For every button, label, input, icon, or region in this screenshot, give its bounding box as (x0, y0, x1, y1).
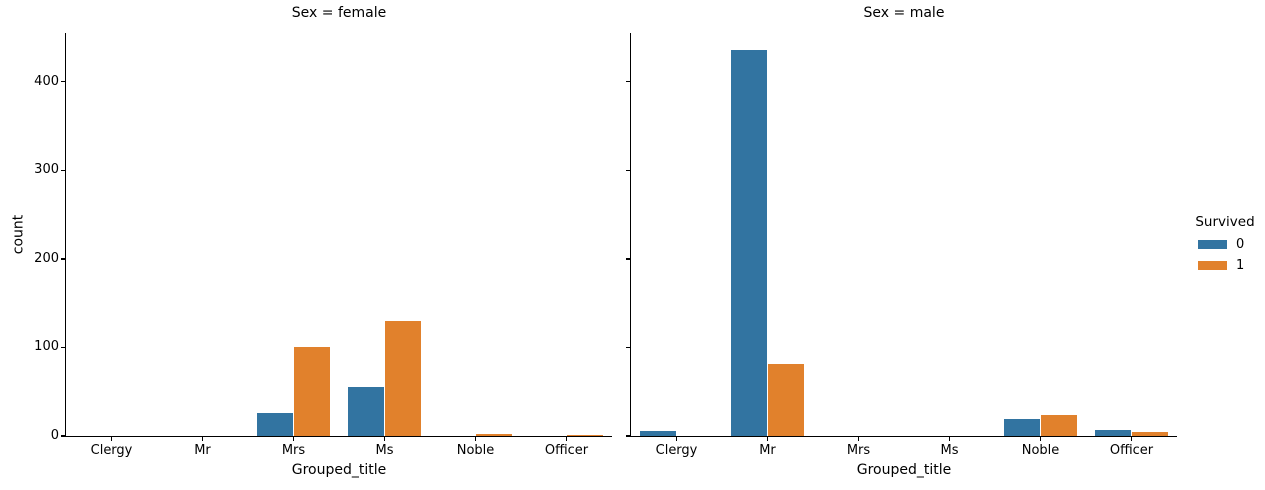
x-tick-mark (857, 437, 860, 442)
facet-title-sex-female: Sex = female (291, 5, 387, 21)
x-axis-spine (629, 436, 1177, 438)
x-tick-label: Noble (456, 443, 495, 458)
bar-sex-male-noble-survived-1 (1040, 414, 1077, 436)
bar-sex-male-mr-survived-0 (731, 49, 768, 436)
x-tick-label: Noble (1021, 443, 1060, 458)
x-tick-label: Mr (759, 443, 776, 458)
x-tick-label: Officer (544, 443, 589, 458)
bar-sex-male-clergy-survived-0 (640, 430, 677, 436)
y-tick-mark (625, 81, 630, 83)
x-tick-mark (948, 437, 951, 442)
legend-entry-survived-0: 0 (1190, 234, 1260, 255)
x-tick-mark (474, 437, 477, 442)
x-tick-label: Clergy (90, 443, 133, 458)
x-tick-mark (675, 437, 678, 442)
y-tick-mark (60, 81, 65, 83)
y-tick-label: 100 (34, 339, 59, 355)
y-tick-mark (625, 169, 630, 171)
bar-sex-female-noble-survived-1 (475, 434, 512, 436)
x-tick-mark (1130, 437, 1133, 442)
x-axis-label: Grouped_title (856, 462, 952, 478)
bar-sex-female-ms-survived-1 (384, 320, 421, 436)
bar-sex-male-officer-survived-1 (1131, 432, 1168, 436)
y-axis-spine (629, 33, 631, 438)
x-tick-mark (201, 437, 204, 442)
x-tick-mark (383, 437, 386, 442)
x-tick-label: Mrs (846, 443, 871, 458)
y-tick-mark (60, 258, 65, 260)
bar-sex-male-noble-survived-0 (1004, 419, 1041, 436)
x-tick-label: Ms (940, 443, 959, 458)
y-tick-label: 200 (34, 250, 59, 266)
legend-title: Survived (1195, 214, 1255, 230)
x-tick-label: Ms (375, 443, 394, 458)
y-tick-label: 0 (50, 428, 59, 443)
x-tick-label: Officer (1109, 443, 1154, 458)
x-tick-mark (292, 437, 295, 442)
x-tick-mark (110, 437, 113, 442)
x-axis-spine (64, 436, 612, 438)
legend-swatch-survived-1-icon (1198, 261, 1227, 270)
x-tick-mark (1039, 437, 1042, 442)
legend-entry-label: 1 (1236, 258, 1245, 273)
y-tick-mark (60, 346, 65, 349)
x-tick-label: Mrs (281, 443, 306, 458)
y-tick-mark (625, 346, 630, 349)
bar-sex-female-ms-survived-0 (348, 387, 385, 436)
x-tick-mark (766, 437, 769, 442)
y-tick-mark (625, 435, 630, 437)
bar-sex-male-mr-survived-1 (767, 364, 804, 436)
y-tick-mark (625, 258, 630, 260)
bar-sex-male-officer-survived-0 (1095, 429, 1132, 436)
bar-sex-female-mrs-survived-1 (293, 347, 330, 436)
bar-sex-female-mrs-survived-0 (257, 412, 294, 436)
legend-entry-survived-1: 1 (1190, 255, 1260, 276)
x-tick-mark (565, 437, 568, 442)
x-tick-label: Mr (194, 443, 211, 458)
y-tick-mark (60, 169, 65, 171)
y-axis-spine (64, 33, 66, 438)
bar-sex-female-officer-survived-1 (566, 435, 603, 436)
legend-entry-label: 0 (1236, 237, 1245, 252)
x-axis-label: Grouped_title (291, 462, 387, 478)
y-tick-mark (60, 435, 65, 437)
y-tick-label: 300 (34, 162, 59, 178)
legend: Survived 0 1 (1190, 214, 1260, 276)
facet-title-sex-male: Sex = male (863, 5, 945, 21)
y-tick-label: 400 (34, 73, 59, 89)
legend-swatch-survived-0-icon (1198, 240, 1227, 249)
x-tick-label: Clergy (655, 443, 698, 458)
